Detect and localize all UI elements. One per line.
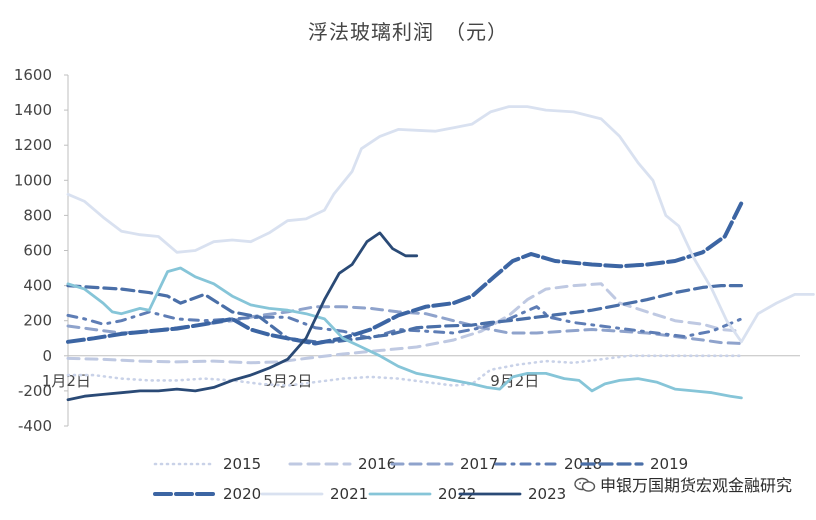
x-tick-label: 1月2日 [42, 372, 91, 390]
y-tick-label: 400 [23, 277, 52, 295]
watermark-text: 申银万国期货宏观金融研究 [599, 476, 792, 495]
series-layer [66, 105, 815, 402]
legend-label-2020: 2020 [223, 485, 261, 503]
legend-label-2023: 2023 [528, 485, 566, 503]
series-line-2020 [66, 201, 744, 346]
chart-title: 浮法玻璃利润 （元） [308, 20, 508, 44]
legend-label-2019: 2019 [650, 455, 688, 473]
series-line-2019 [66, 284, 743, 344]
series-line-2018 [66, 305, 743, 340]
y-tick-label: 1000 [14, 171, 52, 189]
series-line-2016 [66, 282, 743, 365]
axes-layer: -400 -200 0 200 400 600 800 1000 1200 1400 1600 1月2… [14, 66, 800, 435]
legend-label-2017: 2017 [460, 455, 498, 473]
y-tick-label: 1600 [14, 66, 52, 84]
y-tick-label: 800 [23, 206, 52, 224]
series-line-2021 [66, 105, 815, 344]
y-tick-label: 1200 [14, 136, 52, 154]
y-tick-label: 200 [23, 312, 52, 330]
legend-label-2021: 2021 [330, 485, 368, 503]
chat-bubble-icon [574, 477, 596, 492]
y-tick-label: -400 [18, 417, 52, 435]
watermark: 申银万国期货宏观金融研究 [574, 472, 792, 496]
series-line-2022 [66, 266, 743, 400]
series-line-2015 [66, 354, 743, 387]
legend-label-2015: 2015 [223, 455, 261, 473]
y-tick-label: -200 [18, 382, 52, 400]
x-tick-label: 5月2日 [263, 372, 312, 390]
legend-label-2022: 2022 [438, 485, 476, 503]
y-tick-label: 600 [23, 242, 52, 260]
y-tick-label: 1400 [14, 101, 52, 119]
y-tick-label: 0 [42, 347, 52, 365]
legend-label-2016: 2016 [358, 455, 396, 473]
series-line-2023 [66, 231, 419, 402]
